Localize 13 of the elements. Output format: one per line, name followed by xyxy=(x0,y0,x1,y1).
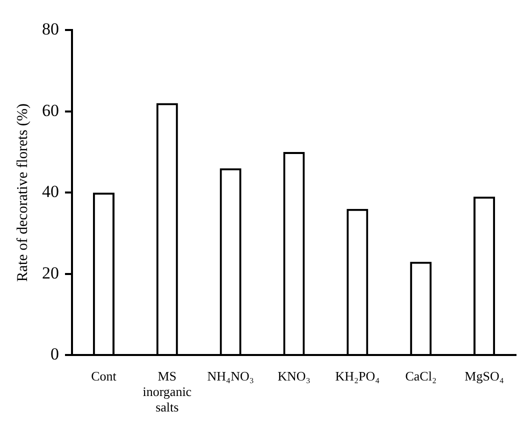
y-tick-label: 60 xyxy=(42,100,59,120)
y-axis-title: Rate of decorative florets (%) xyxy=(14,103,31,282)
y-tick-label: 40 xyxy=(42,182,59,202)
y-tick-label: 0 xyxy=(50,344,59,364)
x-tick-label: Cont xyxy=(91,368,117,384)
x-tick-label: MS inorganic salts xyxy=(142,368,192,415)
x-tick-label: KH₂PO₄ xyxy=(335,368,380,384)
x-tick-label: NH₄NO₃ xyxy=(207,368,254,384)
x-tick-label: MgSO₄ xyxy=(464,368,504,384)
y-tick-label: 80 xyxy=(42,19,59,38)
x-tick-label: KNO₃ xyxy=(278,368,310,384)
x-tick-label: CaCl₂ xyxy=(405,368,436,384)
y-tick-label: 20 xyxy=(42,263,59,282)
